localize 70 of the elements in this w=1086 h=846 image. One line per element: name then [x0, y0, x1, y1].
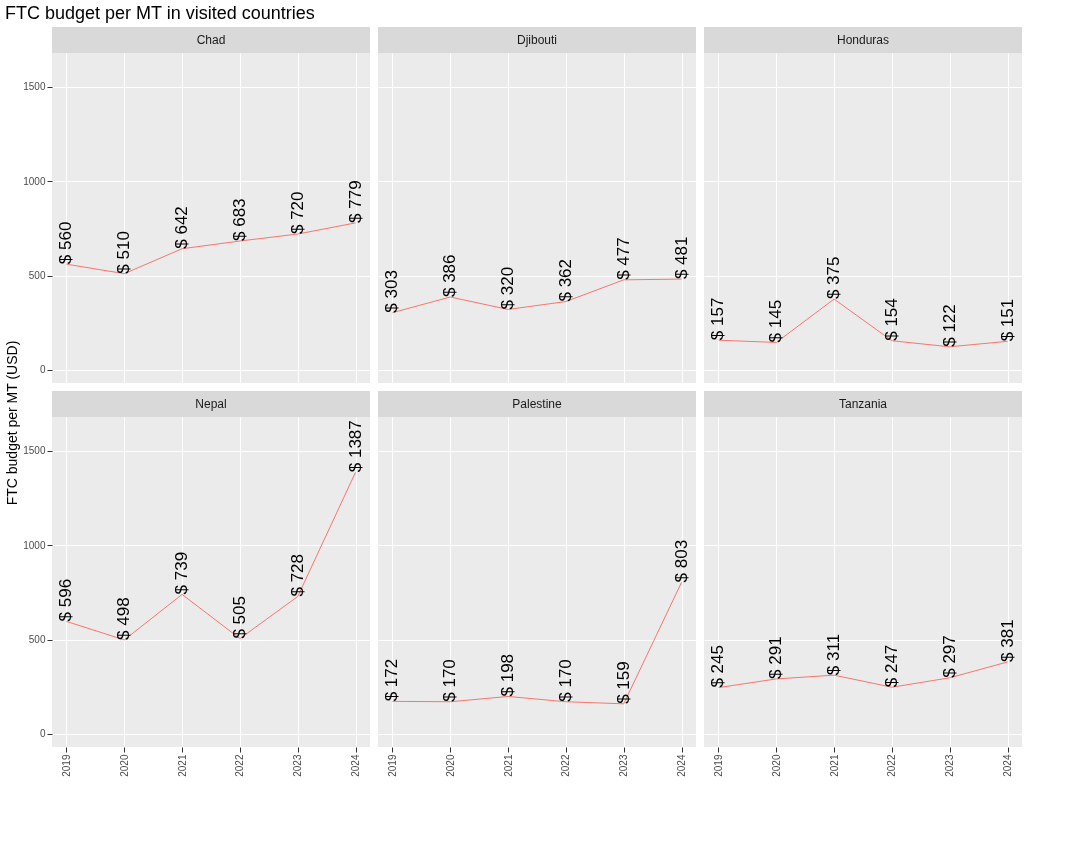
data-label: $ 560 — [56, 221, 76, 265]
data-label: $ 596 — [56, 578, 76, 622]
data-label: $ 739 — [172, 551, 192, 595]
x-tick-label: 2019 — [60, 754, 72, 777]
data-label: $ 720 — [287, 191, 307, 235]
data-label: $ 291 — [766, 636, 786, 679]
y-tick-label: 1500 — [23, 81, 46, 93]
y-tick-label: 500 — [28, 270, 46, 282]
chart-subtitle: Nepal — [195, 397, 227, 411]
x-tick-label: 2019 — [386, 754, 398, 777]
chart-subtitle: Tanzania — [838, 397, 888, 411]
data-label: $ 247 — [881, 644, 901, 688]
data-label: $ 510 — [114, 231, 134, 274]
data-label: $ 477 — [613, 237, 633, 280]
y-tick-label: 1000 — [23, 175, 46, 187]
y-tick-label: 0 — [39, 728, 46, 740]
data-label: $ 683 — [229, 198, 249, 242]
x-tick-label: 2024 — [1002, 754, 1014, 777]
x-tick-label: 2021 — [502, 754, 514, 777]
data-label: $ 642 — [172, 206, 192, 249]
data-label: $ 311 — [824, 633, 844, 676]
data-label: $ 145 — [766, 299, 786, 343]
data-label: $ 481 — [671, 236, 691, 280]
y-tick-label: 500 — [28, 634, 46, 646]
data-label: $ 198 — [498, 653, 518, 697]
x-tick-label: 2020 — [444, 754, 456, 777]
data-label: $ 386 — [440, 254, 460, 298]
data-label: $ 362 — [555, 258, 575, 302]
data-label: $ 157 — [708, 297, 728, 341]
y-tick-label: 1000 — [23, 539, 46, 551]
x-tick-label: 2020 — [770, 754, 782, 777]
data-label: $ 159 — [613, 661, 633, 704]
data-label: $ 151 — [997, 298, 1017, 342]
x-tick-label: 2022 — [234, 754, 246, 777]
y-tick-label: 0 — [39, 364, 46, 376]
chart-subtitle: Djibouti — [516, 33, 558, 47]
data-label: $ 728 — [287, 553, 307, 597]
chart-subtitle: Chad — [196, 33, 226, 47]
x-tick-label: 2020 — [118, 754, 130, 777]
chart-subtitle: Honduras — [836, 33, 890, 47]
x-tick-label: 2019 — [712, 754, 724, 777]
x-tick-label: 2021 — [828, 754, 840, 777]
data-label: $ 170 — [555, 659, 575, 702]
y-axis-title: FTC budget per MT (USD) — [4, 340, 20, 506]
x-tick-label: 2022 — [560, 754, 572, 777]
data-label: $ 375 — [824, 256, 844, 300]
x-tick-label: 2023 — [292, 754, 304, 777]
data-label: $ 779 — [345, 180, 365, 223]
data-label: $ 245 — [708, 645, 728, 688]
data-label: $ 803 — [671, 539, 691, 583]
chart-subtitle: Palestine — [512, 397, 562, 411]
y-tick-label: 1500 — [23, 445, 46, 457]
data-label: $ 122 — [939, 304, 959, 347]
x-tick-label: 2024 — [676, 754, 688, 777]
x-tick-label: 2023 — [944, 754, 956, 777]
chart-title: FTC budget per MT in visited countries — [5, 3, 315, 23]
data-label: $ 297 — [939, 635, 959, 678]
x-tick-label: 2023 — [618, 754, 630, 777]
data-label: $ 498 — [114, 597, 134, 640]
data-label: $ 170 — [440, 659, 460, 702]
x-tick-label: 2021 — [176, 754, 188, 777]
data-label: $ 1387 — [345, 420, 365, 473]
data-label: $ 505 — [229, 596, 249, 639]
data-label: $ 154 — [881, 298, 901, 341]
data-label: $ 303 — [382, 270, 402, 313]
data-label: $ 381 — [997, 619, 1017, 662]
data-label: $ 320 — [498, 266, 518, 310]
data-label: $ 172 — [382, 658, 402, 702]
x-tick-label: 2022 — [886, 754, 898, 777]
x-tick-label: 2024 — [350, 754, 362, 777]
